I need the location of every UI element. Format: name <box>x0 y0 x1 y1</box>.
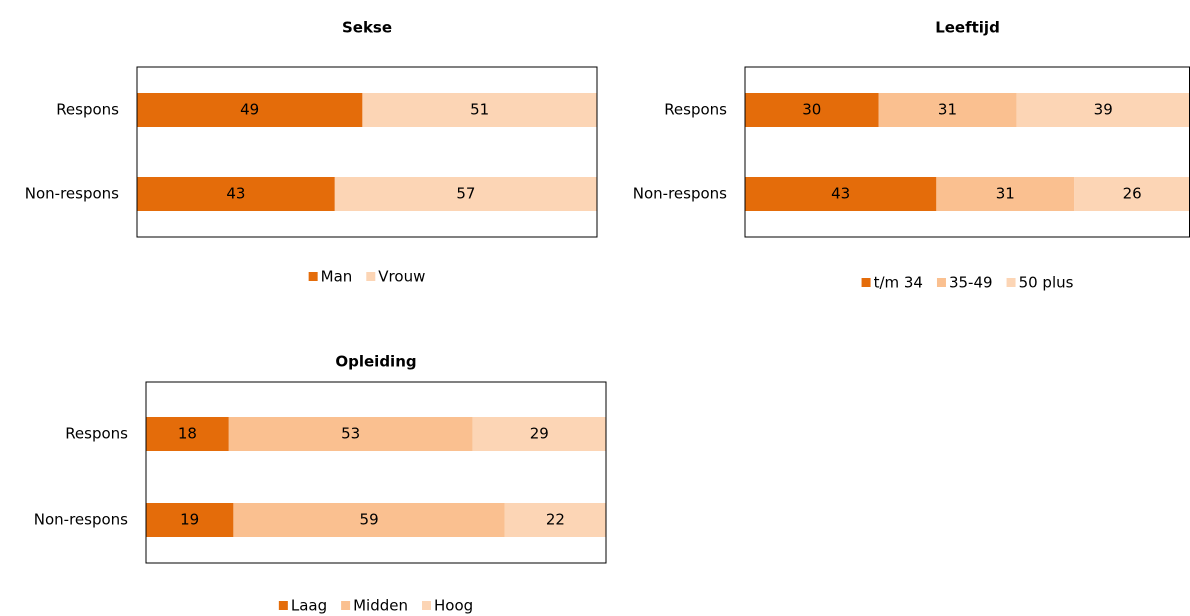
bar-segment <box>1074 177 1190 211</box>
bar-segment <box>334 177 597 211</box>
bar-segment <box>936 177 1075 211</box>
bar-segment <box>233 503 505 537</box>
legend: Laag Midden Hoog <box>278 597 473 615</box>
plot-frame <box>145 381 607 564</box>
bar-segment <box>228 417 473 451</box>
chart-title: Sekse <box>342 19 392 37</box>
bar-segment <box>146 417 229 451</box>
data-label: 19 <box>180 511 199 529</box>
data-label: 31 <box>938 101 957 119</box>
chart: Leeftijd Respons 30 31 39 Non-respons 43 31 26 t/… <box>633 19 1190 292</box>
data-label: 43 <box>831 185 850 203</box>
chart-title: Opleiding <box>335 353 416 371</box>
legend-swatch <box>366 272 376 281</box>
data-label: 59 <box>360 511 379 529</box>
data-label: 57 <box>456 185 475 203</box>
legend-label: t/m 34 <box>874 274 923 292</box>
bar-segment <box>745 93 879 127</box>
data-label: 49 <box>240 101 259 119</box>
bar-segment <box>878 93 1017 127</box>
legend-swatch <box>1006 278 1016 287</box>
data-label: 18 <box>178 425 197 443</box>
legend-label: 50 plus <box>1019 274 1074 292</box>
legend-label: Vrouw <box>378 268 425 286</box>
data-label: 53 <box>341 425 360 443</box>
plot-frame <box>744 66 1190 238</box>
y-tick-label: Non-respons <box>34 511 128 529</box>
legend-swatch <box>341 601 351 610</box>
legend-label: Midden <box>353 597 408 615</box>
bar-segment <box>146 503 234 537</box>
y-tick-label: Respons <box>65 425 128 443</box>
bar-segment <box>137 177 335 211</box>
legend-label: Laag <box>291 597 327 615</box>
bar-segment <box>504 503 606 537</box>
plot-frame <box>136 66 598 238</box>
data-label: 39 <box>1094 101 1113 119</box>
y-tick-label: Respons <box>664 101 727 119</box>
legend-label: 35-49 <box>949 274 993 292</box>
data-label: 43 <box>226 185 245 203</box>
legend-label: Hoog <box>434 597 473 615</box>
data-label: 51 <box>470 101 489 119</box>
data-label: 30 <box>802 101 821 119</box>
legend: Man Vrouw <box>308 268 425 286</box>
legend-swatch <box>308 272 318 281</box>
data-label: 31 <box>996 185 1015 203</box>
y-tick-label: Non-respons <box>25 185 119 203</box>
legend-swatch <box>422 601 431 610</box>
chart: Sekse Respons 49 51 Non-respons 43 57 Man Vrouw <box>25 19 598 286</box>
y-tick-label: Respons <box>56 101 119 119</box>
data-label: 29 <box>530 425 549 443</box>
legend-swatch <box>861 278 871 287</box>
y-tick-label: Non-respons <box>633 185 727 203</box>
data-label: 26 <box>1123 185 1142 203</box>
bar-segment <box>472 417 606 451</box>
legend: t/m 34 35-49 50 plus <box>861 274 1074 292</box>
chart: Opleiding Respons 18 53 29 Non-respons 19 59 22 L… <box>34 353 607 615</box>
legend-swatch <box>278 601 288 610</box>
legend-swatch <box>936 278 946 287</box>
bar-segment <box>1016 93 1190 127</box>
chart-title: Leeftijd <box>935 19 1000 37</box>
bar-segment <box>745 177 937 211</box>
legend-label: Man <box>321 268 353 286</box>
bar-segment <box>137 93 363 127</box>
data-label: 22 <box>546 511 565 529</box>
bar-segment <box>362 93 597 127</box>
